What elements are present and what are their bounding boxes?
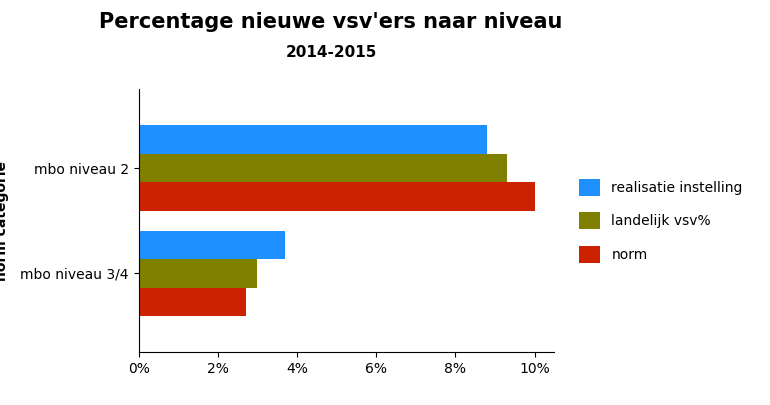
Legend: realisatie instelling, landelijk vsv%, norm: realisatie instelling, landelijk vsv%, n… [565,165,757,277]
Text: Percentage nieuwe vsv'ers naar niveau: Percentage nieuwe vsv'ers naar niveau [99,12,563,32]
Text: 2014-2015: 2014-2015 [286,45,377,60]
Bar [139,126,487,154]
Bar [139,288,246,316]
Bar [139,182,534,211]
Bar [139,259,257,288]
Bar [139,154,507,182]
Y-axis label: norm categorie: norm categorie [0,161,9,281]
Bar [139,231,285,259]
